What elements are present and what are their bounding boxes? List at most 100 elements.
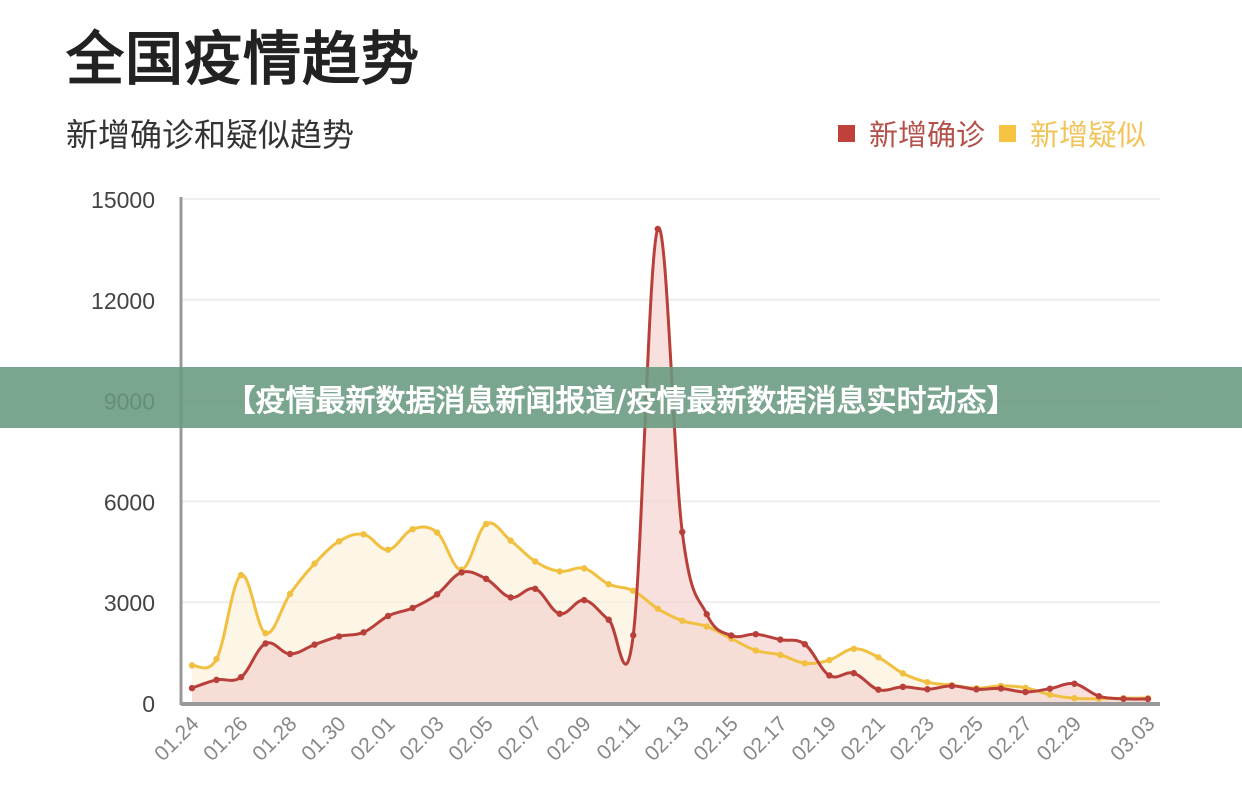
- x-tick-label: 02.03: [395, 712, 448, 765]
- confirmed-point[interactable]: [973, 686, 980, 693]
- confirmed-point[interactable]: [679, 528, 686, 536]
- confirmed-point[interactable]: [703, 611, 710, 618]
- suspected-point[interactable]: [237, 571, 245, 579]
- confirmed-point[interactable]: [213, 676, 220, 684]
- legend-item-suspected[interactable]: 新增疑似: [998, 112, 1146, 154]
- x-tick-label: 02.19: [787, 712, 840, 765]
- legend-item-confirmed[interactable]: 新增确诊: [837, 112, 985, 154]
- suspected-point[interactable]: [924, 678, 931, 686]
- confirmed-point[interactable]: [654, 225, 661, 233]
- confirmed-point[interactable]: [409, 604, 416, 612]
- confirmed-point[interactable]: [630, 632, 637, 639]
- confirmed-point[interactable]: [311, 641, 318, 648]
- x-tick-label: 02.27: [984, 712, 1037, 765]
- legend-swatch-suspected-icon: [998, 124, 1016, 142]
- confirmed-point[interactable]: [801, 641, 809, 648]
- confirmed-point[interactable]: [556, 610, 563, 617]
- suspected-point[interactable]: [1071, 695, 1078, 702]
- y-tick-label: 3000: [104, 590, 155, 616]
- chart-subtitle: 新增确诊和疑似趋势: [66, 116, 355, 154]
- suspected-point[interactable]: [556, 568, 563, 575]
- confirmed-point[interactable]: [237, 673, 245, 681]
- suspected-point[interactable]: [507, 537, 514, 544]
- confirmed-point[interactable]: [1022, 688, 1029, 696]
- confirmed-point[interactable]: [899, 683, 907, 691]
- x-tick-label: 02.25: [935, 712, 988, 765]
- x-tick-label: 02.07: [493, 712, 546, 765]
- suspected-point[interactable]: [531, 558, 539, 565]
- suspected-point[interactable]: [654, 605, 661, 612]
- confirmed-point[interactable]: [1046, 685, 1054, 692]
- suspected-point[interactable]: [311, 560, 318, 567]
- confirmed-point[interactable]: [605, 616, 612, 623]
- x-tick-label: 02.11: [592, 712, 644, 764]
- confirmed-point[interactable]: [1071, 680, 1078, 687]
- suspected-point[interactable]: [360, 531, 367, 538]
- x-tick-label: 01.24: [150, 712, 204, 766]
- suspected-point[interactable]: [605, 580, 612, 588]
- confirmed-point[interactable]: [335, 633, 343, 640]
- legend-swatch-confirmed-icon: [837, 124, 855, 142]
- x-tick-label: 01.26: [199, 712, 252, 765]
- legend-label-confirmed: 新增确诊: [868, 118, 985, 152]
- confirmed-point[interactable]: [507, 594, 514, 601]
- suspected-point[interactable]: [703, 623, 710, 630]
- x-tick-label: 02.05: [444, 712, 497, 765]
- suspected-point[interactable]: [433, 529, 441, 536]
- x-tick-label: 02.21: [836, 712, 889, 765]
- confirmed-point[interactable]: [997, 685, 1005, 692]
- confirmed-point[interactable]: [262, 640, 269, 647]
- chart-legend: 新增确诊 新增疑似: [837, 112, 1146, 154]
- suspected-point[interactable]: [1046, 691, 1054, 698]
- confirmed-point[interactable]: [433, 591, 441, 598]
- suspected-point[interactable]: [850, 645, 858, 652]
- suspected-point[interactable]: [384, 546, 392, 553]
- confirmed-point[interactable]: [188, 684, 196, 692]
- confirmed-point[interactable]: [777, 636, 784, 643]
- confirmed-point[interactable]: [482, 575, 490, 583]
- news-banner: 【疫情最新数据消息新闻报道/疫情最新数据消息实时动态】: [0, 367, 1242, 428]
- y-tick-label: 15000: [91, 187, 155, 213]
- suspected-point[interactable]: [213, 655, 220, 663]
- suspected-point[interactable]: [188, 662, 196, 669]
- confirmed-point[interactable]: [1120, 695, 1127, 702]
- confirmed-point[interactable]: [752, 630, 759, 638]
- x-tick-label: 02.13: [640, 712, 693, 765]
- x-tick-label: 02.15: [689, 712, 742, 765]
- suspected-line: [191, 521, 1149, 701]
- suspected-point[interactable]: [286, 590, 294, 598]
- suspected-point[interactable]: [409, 525, 416, 533]
- confirmed-point[interactable]: [286, 650, 294, 658]
- suspected-point[interactable]: [630, 587, 637, 594]
- suspected-point[interactable]: [262, 630, 269, 637]
- confirmed-point[interactable]: [826, 672, 833, 679]
- y-tick-label: 12000: [91, 288, 155, 314]
- y-tick-label: 0: [142, 691, 155, 717]
- suspected-point[interactable]: [875, 654, 882, 661]
- suspected-point[interactable]: [826, 656, 833, 664]
- confirmed-point[interactable]: [531, 585, 539, 592]
- suspected-point[interactable]: [899, 670, 907, 677]
- confirmed-point[interactable]: [728, 632, 735, 639]
- confirmed-point[interactable]: [458, 569, 465, 576]
- confirmed-point[interactable]: [384, 612, 392, 620]
- suspected-point[interactable]: [581, 565, 588, 572]
- suspected-point[interactable]: [482, 520, 490, 528]
- suspected-point[interactable]: [679, 617, 686, 624]
- x-tick-label: 02.09: [542, 712, 595, 765]
- confirmed-point[interactable]: [581, 596, 588, 604]
- suspected-point[interactable]: [335, 538, 343, 545]
- suspected-point[interactable]: [752, 647, 759, 654]
- confirmed-area: [192, 227, 1148, 703]
- confirmed-point[interactable]: [875, 686, 882, 693]
- confirmed-point[interactable]: [924, 686, 931, 693]
- suspected-point[interactable]: [777, 651, 784, 659]
- confirmed-point[interactable]: [850, 669, 858, 677]
- confirmed-point[interactable]: [1144, 695, 1152, 703]
- confirmed-point[interactable]: [360, 629, 367, 636]
- page-title: 全国疫情趋势: [66, 25, 421, 93]
- confirmed-point[interactable]: [948, 682, 956, 690]
- confirmed-point[interactable]: [1095, 693, 1103, 700]
- suspected-point[interactable]: [801, 659, 809, 667]
